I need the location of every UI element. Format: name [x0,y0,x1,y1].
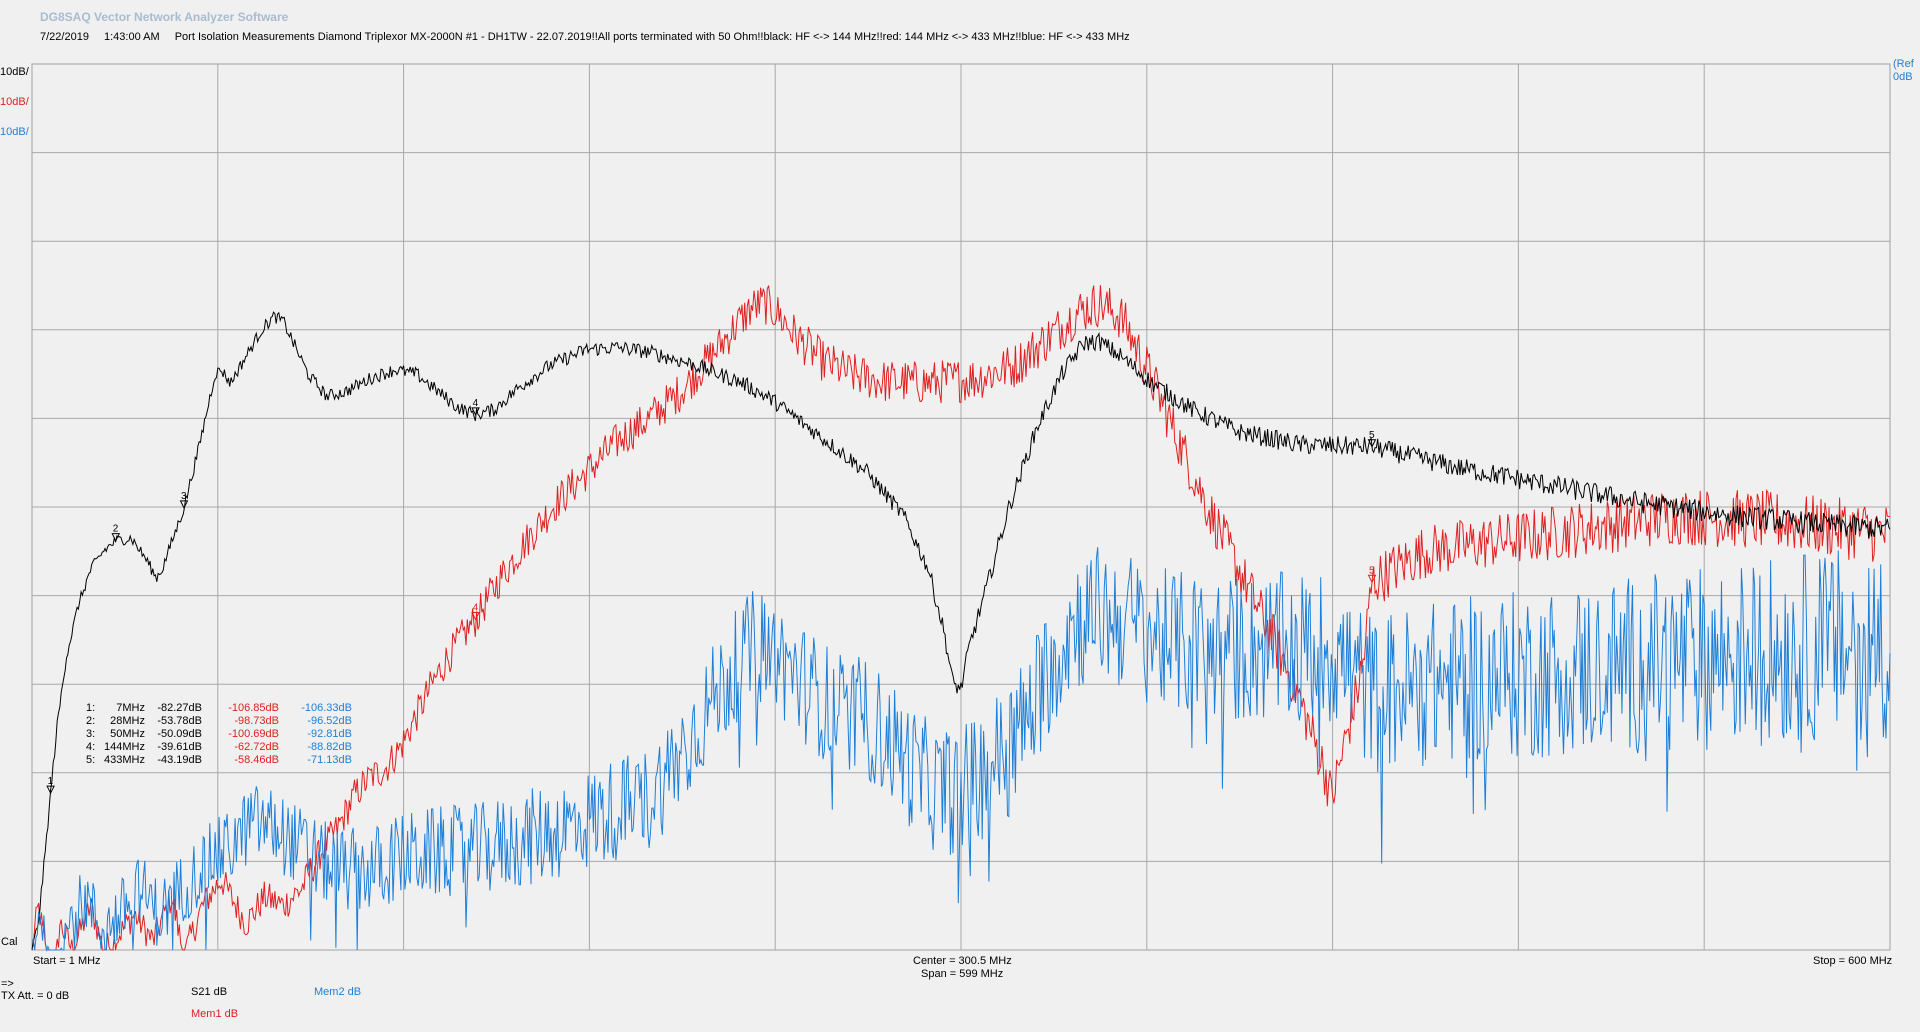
marker-triangle[interactable] [471,407,480,416]
marker-number: 4: [86,741,96,753]
marker-frequency: 433MHz [104,754,145,766]
marker-number: 2: [86,715,96,727]
marker-label: 4 [473,398,479,409]
marker-label: 3 [181,491,187,502]
arrow-label: => [1,978,14,990]
marker-label: 5 [1369,565,1375,576]
legend-mem1[interactable]: Mem1 dB [191,1008,239,1020]
header-description: Port Isolation Measurements Diamond Trip… [174,31,1130,43]
marker-label: 5 [1369,430,1375,441]
marker-s21-value: -43.19dB [157,754,202,766]
x-span-label: Span = 599 MHz [921,968,1004,980]
legend-s21[interactable]: S21 dB [191,986,228,998]
app-title: DG8SAQ Vector Network Analyzer Software [40,10,289,24]
marker-number: 3: [86,728,96,740]
marker-mem2-value: -88.82dB [307,741,352,753]
x-start-label: Start = 1 MHz [33,955,101,967]
marker-mem1-value: -62.72dB [234,741,279,753]
marker-triangle[interactable] [1367,574,1377,584]
cal-label: Cal [1,936,18,948]
marker-s21-value: -82.27dB [157,702,202,714]
header-time: 1:43:00 AM [104,31,160,43]
plot-marker-labels: 1 2 3 4 5 4 5 [46,398,1377,795]
marker-mem1-value: -98.73dB [234,715,279,727]
ref-label-right-2: 0dB [1893,71,1913,83]
plot-grid [32,64,1890,950]
scale-label-red: 10dB/ [0,96,29,108]
measurement-header: 7/22/2019 1:43:00 AM Port Isolation Meas… [40,31,1142,43]
ref-label-right: (Ref 0dB [1893,58,1914,84]
marker-mem2-value: -92.81dB [307,728,352,740]
ref-label-right-1: (Ref [1893,58,1914,70]
legend-mem2[interactable]: Mem2 dB [314,986,362,998]
marker-s21-value: -39.61dB [157,741,202,753]
marker-triangle[interactable] [471,612,480,621]
scale-label-black: 10dB/ [0,66,29,78]
marker-frequency: 144MHz [104,741,145,753]
header-date: 7/22/2019 [40,31,89,43]
marker-number: 1: [86,702,96,714]
trace-mem1 [31,285,1891,951]
marker-mem1-value: -58.46dB [234,754,279,766]
plot-traces [31,285,1891,952]
trace-s21 [31,311,1891,951]
trace-mem2 [31,547,1891,952]
marker-triangle[interactable] [46,785,55,795]
marker-label: 1 [48,776,54,787]
marker-triangle[interactable] [111,533,121,542]
marker-frequency: 50MHz [110,728,145,740]
x-stop-label: Stop = 600 MHz [1813,955,1893,967]
marker-triangle[interactable] [1367,439,1377,448]
marker-number: 5: [86,754,96,766]
marker-s21-value: -50.09dB [157,728,202,740]
marker-mem1-value: -100.69dB [228,728,279,740]
marker-frequency: 28MHz [110,715,145,727]
marker-mem2-value: -96.52dB [307,715,352,727]
x-center-label: Center = 300.5 MHz [913,955,1012,967]
marker-mem1-value: -106.85dB [228,702,279,714]
marker-label: 4 [473,603,479,614]
tx-att-label[interactable]: TX Att. = 0 dB [1,990,70,1002]
marker-mem2-value: -106.33dB [301,702,352,714]
marker-mem2-value: -71.13dB [307,754,352,766]
marker-frequency: 7MHz [116,702,145,714]
marker-s21-value: -53.78dB [157,715,202,727]
marker-label: 2 [113,524,119,535]
scale-label-blue: 10dB/ [0,126,29,138]
marker-triangle[interactable] [179,500,189,510]
